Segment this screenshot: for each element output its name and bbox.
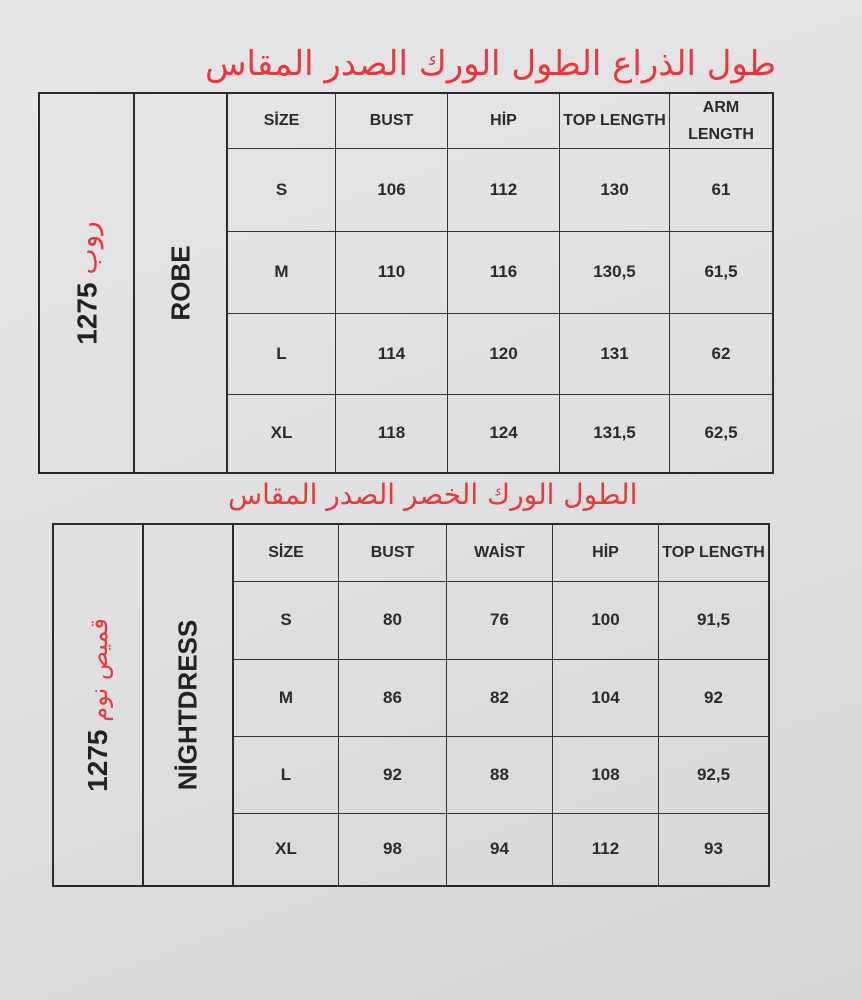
robe-name: ROBE xyxy=(165,245,195,321)
measurement-cell: 112 xyxy=(448,149,560,232)
measurement-cell: 62,5 xyxy=(704,423,738,443)
size-cell: L xyxy=(228,314,336,395)
robe-size-table: 1275 روب ROBE SİZE BUST HİP TOP LENGTH ARM L… xyxy=(38,92,774,474)
column-header: BUST xyxy=(339,525,447,582)
size-cell: XL xyxy=(234,814,339,885)
measurement-cell: 106 xyxy=(336,149,448,232)
size-cell: XL xyxy=(228,395,336,472)
measurement-cell: 88 xyxy=(447,737,553,814)
measurement-cell: 92 xyxy=(339,737,447,814)
measurement-cell: 98 xyxy=(339,814,447,885)
measurement-cell: 130 xyxy=(560,149,670,232)
nightdress-code-column: 1275 قميص نوم xyxy=(54,525,144,885)
robe-arabic-header: طول الذراع الطول الورك الصدر المقاس xyxy=(205,44,777,84)
robe-code: 1275 روب xyxy=(70,221,103,344)
measurement-cell: 93 xyxy=(704,839,723,859)
measurement-cell: 92,5 xyxy=(659,737,768,814)
nightdress-arabic-header: الطول الورك الخصر الصدر المقاس xyxy=(228,478,638,511)
measurement-cell: 131 xyxy=(560,314,670,395)
nightdress-name-column: NİGHTDRESS xyxy=(144,525,234,885)
nightdress-code: 1275 قميص نوم xyxy=(82,618,114,792)
size-cell: M xyxy=(234,660,339,737)
size-cell: S xyxy=(234,582,339,660)
measurement-cell: 91,5 xyxy=(659,582,768,660)
size-cell: S xyxy=(228,149,336,232)
measurement-cell: 94 xyxy=(447,814,553,885)
measurement-cell: 104 xyxy=(553,660,659,737)
nightdress-grid: SİZE BUST WAİST HİP TOP LENGTH S 80 76 100 91,5 M 8… xyxy=(234,525,768,885)
robe-code-number: 1275 xyxy=(71,282,102,345)
nightdress-code-arabic: قميص نوم xyxy=(85,618,113,722)
measurement-cell: 116 xyxy=(448,232,560,314)
measurement-cell: 120 xyxy=(448,314,560,395)
nightdress-code-number: 1275 xyxy=(82,729,113,792)
measurement-cell: 114 xyxy=(336,314,448,395)
measurement-cell: 62 xyxy=(670,314,772,395)
nightdress-name: NİGHTDRESS xyxy=(172,619,203,791)
column-header: SİZE xyxy=(228,94,336,149)
measurement-cell: 130,5 xyxy=(560,232,670,314)
robe-code-column: 1275 روب xyxy=(40,94,135,472)
robe-grid: SİZE BUST HİP TOP LENGTH ARM LENGTH S 106 112 13… xyxy=(228,94,772,472)
column-header: HİP xyxy=(448,94,560,149)
measurement-cell: 108 xyxy=(553,737,659,814)
robe-code-arabic: روب xyxy=(70,221,103,275)
column-header: ARM LENGTH xyxy=(670,94,772,149)
column-header: SİZE xyxy=(234,525,339,582)
measurement-cell: 76 xyxy=(447,582,553,660)
column-header: TOP LENGTH xyxy=(560,94,670,149)
measurement-cell: 100 xyxy=(553,582,659,660)
measurement-cell: 61,5 xyxy=(670,232,772,314)
size-cell: M xyxy=(228,232,336,314)
measurement-cell: 86 xyxy=(339,660,447,737)
measurement-cell: 124 xyxy=(448,395,560,472)
column-header: HİP xyxy=(553,525,659,582)
measurement-cell: 92 xyxy=(659,660,768,737)
column-header: TOP LENGTH xyxy=(659,525,768,582)
measurement-cell: 112 xyxy=(553,814,659,885)
robe-name-column: ROBE xyxy=(135,94,228,472)
measurement-cell: 131,5 xyxy=(560,395,670,472)
measurement-cell: 80 xyxy=(339,582,447,660)
measurement-cell: 61 xyxy=(670,149,772,232)
measurement-cell: 82 xyxy=(447,660,553,737)
column-header: BUST xyxy=(336,94,448,149)
column-header: WAİST xyxy=(447,525,553,582)
nightdress-size-table: 1275 قميص نوم NİGHTDRESS SİZE BUST WAİST Hİ… xyxy=(52,523,770,887)
measurement-cell: 110 xyxy=(336,232,448,314)
size-cell: L xyxy=(234,737,339,814)
measurement-cell: 118 xyxy=(336,395,448,472)
